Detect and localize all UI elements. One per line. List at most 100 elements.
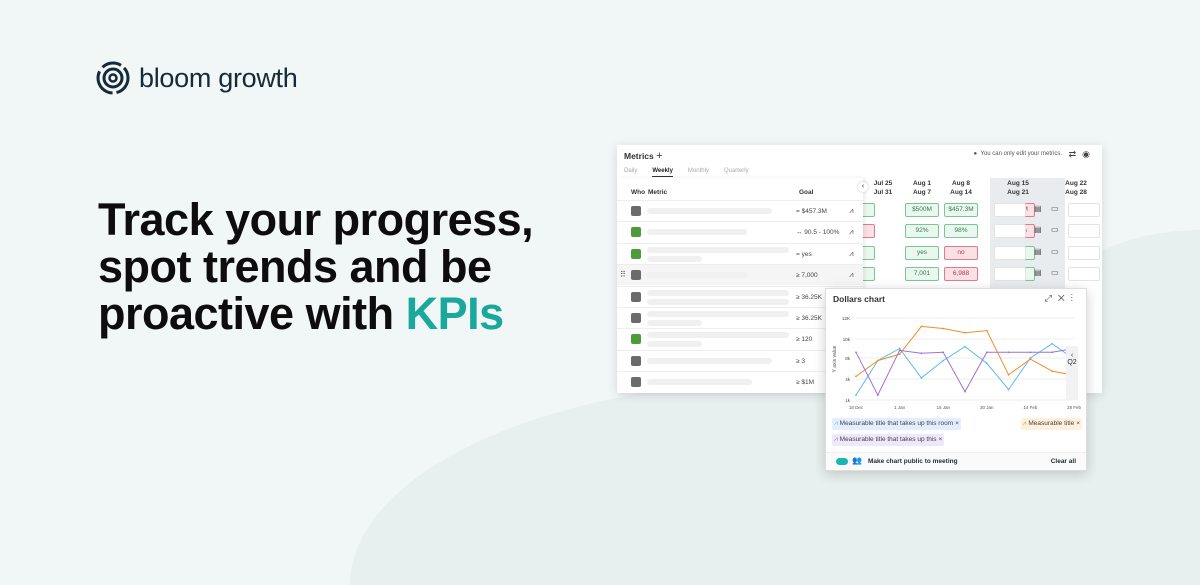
metric-input[interactable] (1068, 245, 1100, 260)
clear-all-button[interactable]: Clear all (1050, 458, 1076, 465)
remove-icon[interactable]: × (1076, 420, 1080, 427)
comment-icon[interactable]: ▭ (1051, 204, 1059, 213)
metric-row[interactable]: ≥ 7,000 ⩘ ⠿ (617, 264, 863, 286)
metric-input[interactable] (994, 224, 1026, 239)
week-header: Aug 1 Aug 7 (902, 179, 942, 197)
week-end: Aug 21 (1007, 189, 1029, 196)
metric-name-placeholder (647, 341, 702, 348)
week-header: Aug 8 Aug 14 (941, 179, 981, 197)
metric-name-placeholder (647, 357, 772, 364)
tab-daily[interactable]: Daily (624, 168, 638, 174)
data-point (1029, 358, 1032, 360)
metric-cell[interactable]: 98% (944, 224, 978, 239)
avatar (631, 313, 641, 323)
plus-icon[interactable]: + (656, 150, 663, 162)
data-point (964, 345, 966, 348)
chart-footer: 👥 Make chart public to meeting Clear all (826, 452, 1086, 470)
series-chip[interactable]: ⩘ Measurable title that takes up this roo… (832, 418, 961, 430)
metric-input[interactable] (1068, 224, 1100, 239)
panel-actions: ⇄◉ (1069, 149, 1096, 160)
goal-value: ≥ 7,000 (796, 272, 818, 280)
metric-name-placeholder (647, 208, 772, 214)
info-icon: ● (973, 151, 978, 157)
metric-input[interactable] (994, 203, 1026, 217)
metric-row[interactable]: ≥ 36.25K (617, 285, 863, 307)
metric-cell[interactable]: no (944, 245, 978, 260)
metric-cell[interactable]: 7,001 (905, 267, 939, 282)
collapse-chevron-icon[interactable]: ‹ (858, 182, 868, 192)
chart-trend-icon[interactable]: ⩘ (849, 270, 854, 280)
prev-quarter-button[interactable]: ‹ Q2 (1066, 346, 1078, 400)
metrics-list: Who Metric Goal ‹ = $457.3M ⩘ ↔ 90.5 - 100… (617, 178, 868, 393)
tab-quarterly[interactable]: Quarterly (723, 168, 749, 174)
x-tick-label: 18 Dec (849, 405, 864, 410)
metric-row[interactable]: ≥ $1M (617, 371, 863, 392)
period-tabs: Daily Weekly Monthly Quarterly (624, 168, 749, 177)
series-chip[interactable]: ⩘ Measurable title × (1020, 418, 1082, 430)
tab-monthly[interactable]: Monthly (687, 168, 709, 174)
comment-icon[interactable]: ▭ (1051, 268, 1059, 278)
metric-cell[interactable]: yes (905, 245, 939, 260)
chart-trend-icon[interactable]: ⩘ (849, 227, 854, 237)
quarter-label: Q2 (1067, 359, 1077, 366)
comment-icon[interactable]: ▭ (1051, 225, 1059, 235)
chart-title: Dollars chart (833, 294, 885, 304)
week-header: Jul 25 Jul 31 (863, 179, 903, 197)
metric-cell[interactable]: 92% (905, 224, 939, 239)
data-point (985, 351, 988, 354)
remove-icon[interactable]: × (955, 420, 959, 427)
metric-name-placeholder (647, 289, 789, 296)
x-tick-label: 30 Jan (980, 405, 994, 410)
metric-name-placeholder (647, 229, 747, 236)
goal-value: = yes (796, 250, 812, 258)
brand-logo: bloom growth (95, 60, 298, 96)
notes-icon[interactable]: ▤ (1034, 204, 1042, 213)
avatar (631, 334, 641, 345)
notes-icon[interactable]: ▤ (1034, 268, 1042, 278)
metric-row[interactable]: ↔ 90.5 - 100% ⩘ (617, 221, 863, 242)
series-chip[interactable]: ⩘ Measurable title that takes up this × (832, 434, 945, 446)
comment-icon[interactable]: ▭ (1051, 246, 1059, 256)
metric-row[interactable]: ≥ 120 (617, 328, 863, 349)
avatar (631, 206, 641, 216)
notes-icon[interactable]: ▤ (1034, 225, 1042, 235)
eye-icon[interactable]: ◉ (1082, 149, 1096, 159)
metric-input[interactable] (994, 245, 1026, 260)
metric-cell[interactable]: $500M (905, 203, 939, 217)
metric-row[interactable]: = $457.3M ⩘ (617, 200, 863, 221)
chart-trend-icon[interactable]: ⩘ (849, 206, 854, 215)
week-end: Aug 28 (1065, 189, 1087, 196)
data-point (942, 327, 945, 330)
chart-trend-icon[interactable]: ⩘ (849, 248, 854, 258)
public-toggle[interactable] (836, 458, 848, 465)
data-point (1007, 388, 1010, 391)
metric-row[interactable]: ≥ 36.25K (617, 307, 863, 328)
more-icon[interactable]: ⋮ (1070, 293, 1079, 303)
metric-row[interactable]: = yes ⩘ (617, 242, 863, 264)
bloom-logo-icon (96, 61, 130, 95)
metric-name-placeholder (647, 272, 747, 279)
metric-cell[interactable]: $457.3M (944, 203, 978, 217)
avatar (631, 227, 641, 238)
metric-row[interactable]: ≥ 3 (617, 349, 863, 371)
close-icon[interactable]: ✕ (1057, 293, 1071, 303)
expand-icon[interactable]: ⤢ (1044, 293, 1058, 303)
x-tick-label: 1 Jan (894, 405, 906, 410)
goal-value: ≥ $1M (796, 379, 815, 387)
drag-handle-icon[interactable]: ⠿ (620, 270, 626, 280)
metric-input[interactable] (1068, 203, 1100, 217)
notes-icon[interactable]: ▤ (1034, 246, 1042, 256)
series-trend-icon: ⩘ (1022, 420, 1027, 427)
remove-icon[interactable]: × (938, 436, 943, 443)
swap-icon[interactable]: ⇄ (1068, 149, 1083, 159)
week-start: Aug 22 (1065, 180, 1087, 187)
chart-popup: Dollars chart ⤢✕⋮ 12K 10k 8k 4k 1k Y axis val… (825, 288, 1087, 471)
week-start: Aug 8 (951, 180, 971, 187)
data-point (964, 331, 966, 334)
tab-weekly[interactable]: Weekly (652, 168, 673, 177)
metric-input[interactable] (994, 267, 1026, 282)
metric-cell[interactable]: 6,988 (944, 267, 978, 282)
data-point (920, 377, 923, 379)
header-goal: Goal (799, 189, 814, 196)
metric-input[interactable] (1068, 267, 1100, 282)
